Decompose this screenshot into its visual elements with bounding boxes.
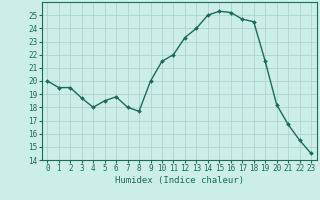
X-axis label: Humidex (Indice chaleur): Humidex (Indice chaleur): [115, 176, 244, 185]
